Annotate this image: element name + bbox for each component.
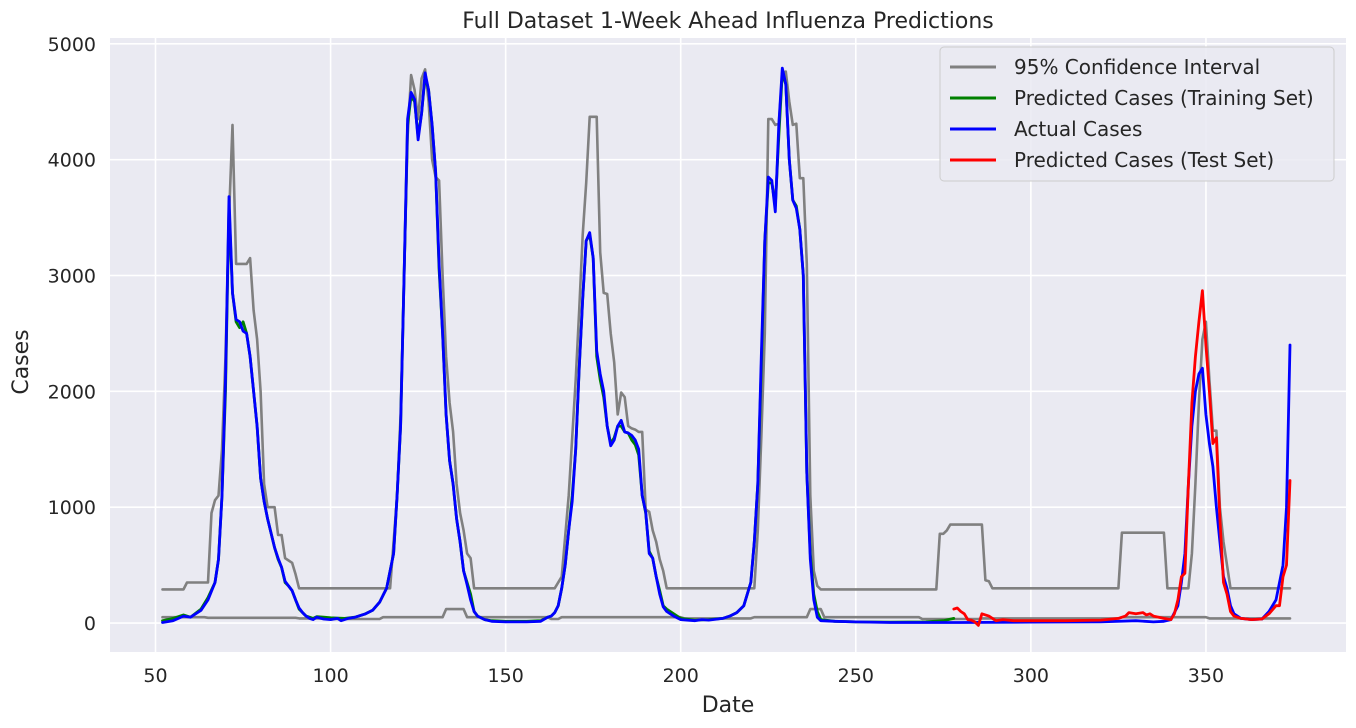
y-tick-label: 4000: [48, 150, 96, 172]
y-tick-label: 1000: [48, 497, 96, 519]
x-tick-label: 150: [488, 665, 524, 687]
x-axis-title: Date: [702, 693, 755, 718]
grid: [110, 38, 1346, 652]
legend-label: Actual Cases: [1014, 117, 1142, 141]
legend: 95% Confidence Interval Predicted Cases (…: [939, 46, 1335, 182]
legend-box: [939, 46, 1335, 182]
x-tick-label: 100: [312, 665, 348, 687]
y-axis-title: Cases: [9, 329, 34, 394]
x-tick-label: 300: [1013, 665, 1049, 687]
y-tick-label: 5000: [48, 34, 96, 56]
legend-label: Predicted Cases (Training Set): [1014, 86, 1314, 110]
legend-label: Predicted Cases (Test Set): [1014, 148, 1274, 172]
x-tick-label: 350: [1188, 665, 1224, 687]
x-tick-label: 200: [663, 665, 699, 687]
x-tick-labels: 50 100 150 200 250 300 350: [143, 665, 1224, 687]
x-tick-label: 50: [143, 665, 167, 687]
legend-label: 95% Confidence Interval: [1014, 55, 1260, 79]
series-line-1-part-1: [161, 68, 1292, 591]
y-tick-label: 0: [84, 613, 96, 635]
y-tick-label: 3000: [48, 265, 96, 287]
y-tick-labels: 0 1000 2000 3000 4000 5000: [48, 34, 96, 635]
series-lines: [161, 66, 1292, 627]
chart-title: Full Dataset 1-Week Ahead Influenza Pred…: [462, 9, 994, 34]
x-tick-label: 250: [838, 665, 874, 687]
series-line-4: [952, 289, 1292, 627]
series-line-3: [161, 66, 1292, 624]
y-tick-label: 2000: [48, 381, 96, 403]
